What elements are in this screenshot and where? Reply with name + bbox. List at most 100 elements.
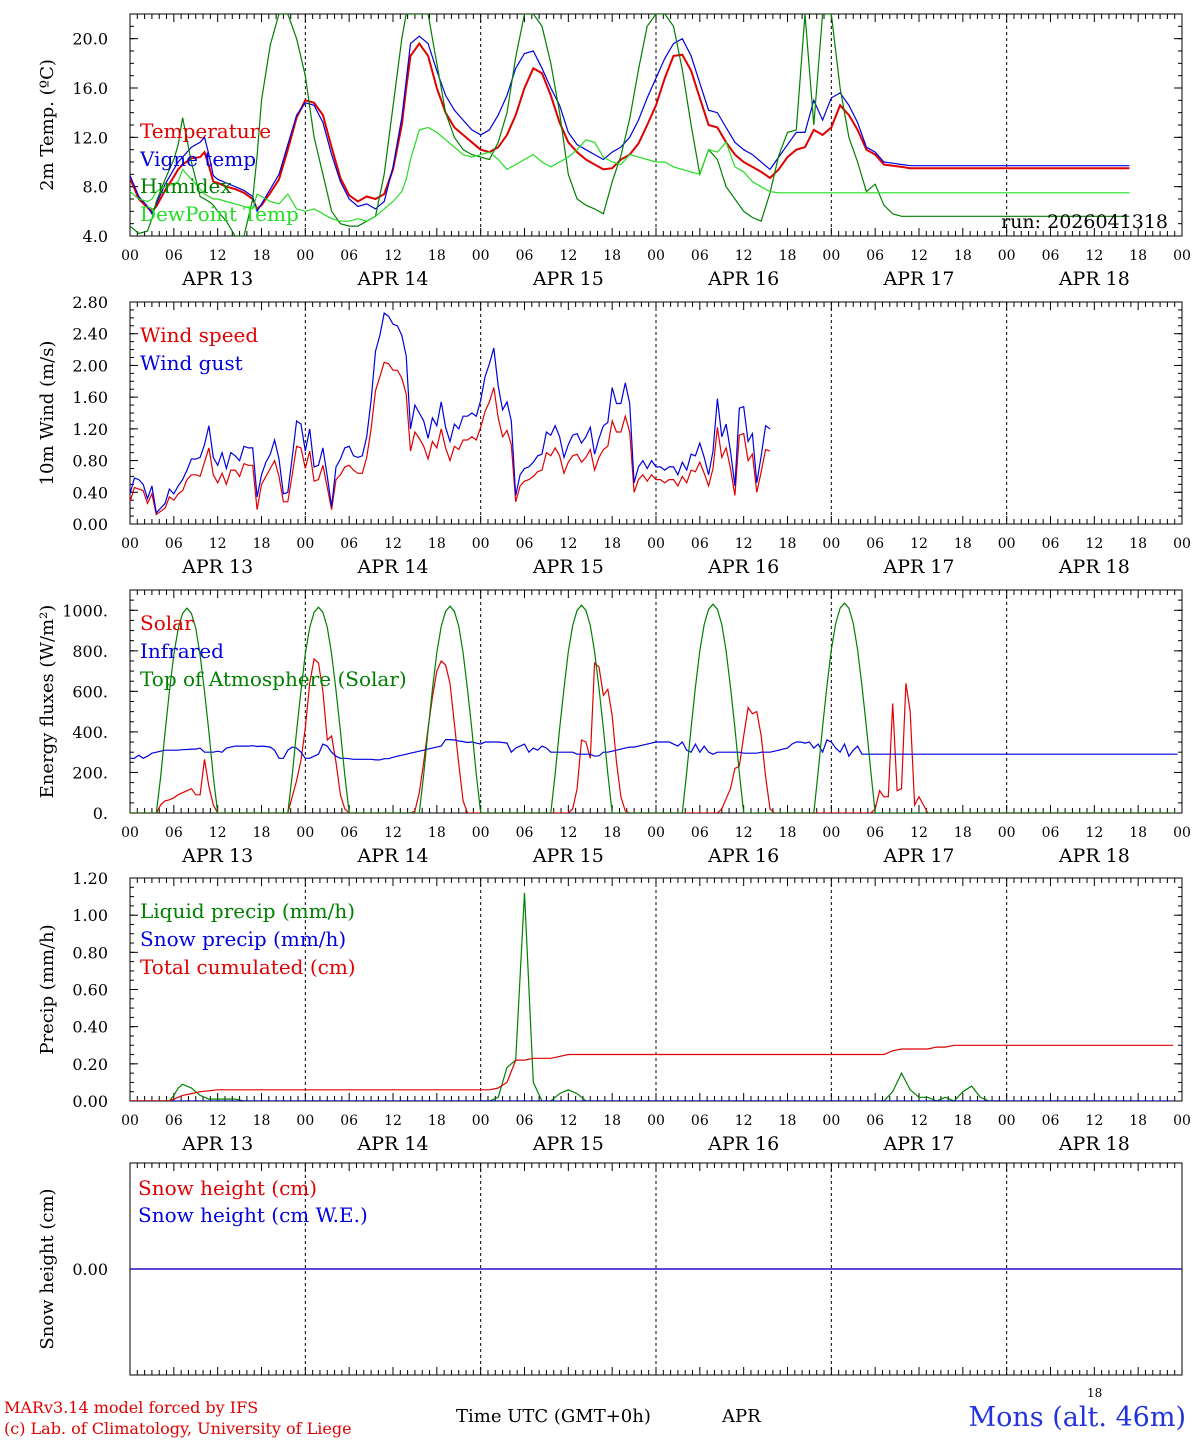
x-tick-label: 06 (866, 536, 884, 552)
series-line-top-of-atmosphere-solar- (130, 602, 1178, 813)
station-name: Mons (alt. 46m) (968, 1402, 1186, 1433)
y-tick-label: 1.20 (72, 869, 108, 888)
day-label: APR 18 (1058, 556, 1130, 578)
y-axis-title: Energy fluxes (W/m²) (37, 605, 58, 799)
x-tick-label: 06 (691, 536, 709, 552)
legend-entry: Wind gust (140, 351, 243, 375)
x-tick-label: 12 (735, 1113, 753, 1129)
x-tick-label: 12 (1085, 1113, 1103, 1129)
day-label: APR 16 (707, 1133, 779, 1155)
y-tick-label: 200. (72, 763, 108, 782)
x-tick-label: 12 (1085, 825, 1103, 841)
x-tick-label: 12 (384, 1113, 402, 1129)
series-line-temperature (130, 41, 1130, 213)
x-tick-label: 12 (559, 248, 577, 264)
x-tick-label: 06 (340, 536, 358, 552)
x-tick-label: 12 (910, 1113, 928, 1129)
y-tick-label: 0.40 (72, 1018, 108, 1037)
x-tick-label: 18 (603, 1113, 621, 1129)
legend-entry: Solar (140, 611, 194, 635)
x-tick-label: 00 (296, 825, 314, 841)
x-tick-label: 18 (779, 536, 797, 552)
x-tick-label: 00 (121, 536, 139, 552)
x-tick-label: 00 (822, 536, 840, 552)
series-line-liquid-precip-mm-h- (130, 892, 1139, 1101)
x-tick-label: 00 (647, 248, 665, 264)
y-tick-label: 8.0 (83, 178, 108, 197)
day-label-small: 18 (1087, 1386, 1103, 1400)
y-tick-label: 0.20 (72, 1055, 108, 1074)
y-tick-label: 0.60 (72, 981, 108, 1000)
x-tick-label: 00 (998, 1113, 1016, 1129)
y-tick-label: 0.80 (72, 943, 108, 962)
x-tick-label: 06 (516, 248, 534, 264)
x-tick-label: 00 (121, 1113, 139, 1129)
x-tick-label: 06 (165, 825, 183, 841)
y-tick-label: 1.00 (72, 906, 108, 925)
y-tick-label: 2.80 (72, 293, 108, 312)
day-label: APR 16 (707, 556, 779, 578)
x-tick-label: 18 (1129, 536, 1147, 552)
y-tick-label: 20.0 (72, 30, 108, 49)
day-label: APR 18 (1058, 1133, 1130, 1155)
y-axis-title: Precip (mm/h) (37, 924, 58, 1054)
x-tick-label: 18 (603, 536, 621, 552)
x-tick-label: 12 (209, 536, 227, 552)
x-tick-label: 18 (603, 825, 621, 841)
day-label: APR 15 (532, 556, 604, 578)
day-label: APR 15 (532, 1133, 604, 1155)
x-tick-label: 00 (1173, 825, 1191, 841)
x-tick-label: 00 (296, 1113, 314, 1129)
day-label: APR 15 (532, 268, 604, 290)
x-tick-label: 12 (384, 825, 402, 841)
series-line-wind-gust (130, 312, 771, 515)
x-tick-label: 12 (559, 825, 577, 841)
legend-entry: Top of Atmosphere (Solar) (140, 667, 407, 691)
y-tick-label: 600. (72, 682, 108, 701)
legend-entry: Humidex (140, 174, 232, 198)
x-tick-label: 18 (779, 1113, 797, 1129)
legend-entry: Vigne temp (139, 147, 256, 171)
x-tick-label: 00 (296, 248, 314, 264)
day-label: APR 17 (882, 268, 954, 290)
lab-credit: (c) Lab. of Climatology, University of L… (4, 1419, 352, 1438)
x-tick-label: 00 (822, 825, 840, 841)
x-tick-label: 18 (253, 536, 271, 552)
x-tick-label: 00 (998, 825, 1016, 841)
x-tick-label: 12 (910, 248, 928, 264)
month-label: APR (722, 1406, 761, 1427)
x-tick-label: 18 (779, 825, 797, 841)
x-tick-label: 00 (121, 825, 139, 841)
x-tick-label: 06 (340, 825, 358, 841)
x-tick-label: 18 (253, 825, 271, 841)
series-line-humidex (130, 35, 1130, 216)
x-tick-label: 12 (559, 536, 577, 552)
x-tick-label: 18 (1129, 248, 1147, 264)
series-line-total-cumulated-cm- (130, 1044, 1174, 1101)
y-tick-label: 12.0 (72, 128, 108, 147)
x-tick-label: 00 (647, 536, 665, 552)
x-tick-label: 06 (691, 248, 709, 264)
legend-entry: Wind speed (140, 323, 258, 347)
y-tick-label: 0.80 (72, 452, 108, 471)
x-tick-label: 00 (472, 536, 490, 552)
legend-entry: Liquid precip (mm/h) (140, 899, 355, 923)
y-axis-title: 10m Wind (m/s) (37, 341, 58, 486)
x-tick-label: 12 (559, 1113, 577, 1129)
x-tick-label: 18 (428, 536, 446, 552)
x-tick-label: 00 (1173, 1113, 1191, 1129)
x-tick-label: 06 (866, 1113, 884, 1129)
x-tick-label: 06 (1042, 825, 1060, 841)
x-tick-label: 18 (954, 1113, 972, 1129)
x-tick-label: 06 (165, 248, 183, 264)
x-tick-label: 18 (1129, 825, 1147, 841)
x-tick-label: 12 (209, 825, 227, 841)
day-label: APR 14 (356, 268, 428, 290)
x-tick-label: 12 (735, 825, 753, 841)
x-tick-label: 06 (340, 248, 358, 264)
x-tick-label: 00 (647, 1113, 665, 1129)
x-tick-label: 12 (1085, 248, 1103, 264)
x-tick-label: 06 (165, 1113, 183, 1129)
x-tick-label: 06 (516, 825, 534, 841)
x-tick-label: 00 (647, 825, 665, 841)
